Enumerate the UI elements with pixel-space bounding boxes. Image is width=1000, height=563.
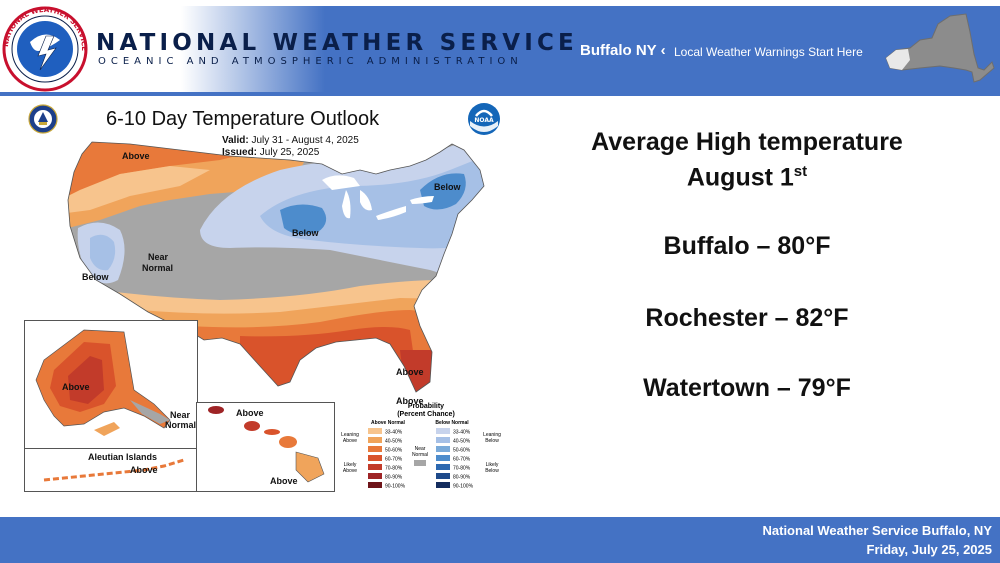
legend-leaning-above-1: Leaning [341,432,359,438]
header-top-strip [0,0,1000,6]
label-above-florida: Above [396,367,424,377]
legend-title-2: (Percent Chance) [397,411,455,418]
map-title: 6-10 Day Temperature Outlook [106,108,380,130]
valid-value: July 31 - August 4, 2025 [251,135,359,146]
legend-below-range: 80-90% [453,475,471,481]
label-below-west: Below [82,272,109,282]
issued-value: July 25, 2025 [259,147,320,158]
legend-above-swatch [368,455,382,461]
footer-office: National Weather Service Buffalo, NY [762,523,993,538]
noaa-text: NOAA [474,117,494,124]
label-above-southeast: Above [396,396,424,406]
noaa-logo: NOAA [468,103,500,135]
department-of-commerce-seal [28,104,58,134]
map-valid-dates: Valid: July 31 - August 4, 2025 [222,135,359,146]
map-issued-date: Issued: July 25, 2025 [222,147,319,158]
heading-line-1: Average High temperature [591,128,903,156]
conus-outlook-map [67,141,485,393]
legend-leaning-below-2: Below [485,438,499,444]
legend-above-range: 90-100% [385,484,406,490]
label-above-aleutian: Above [130,465,158,475]
legend-below-range: 33-40% [453,430,471,436]
label-near-normal-1: Near [148,252,169,262]
new-york-state-map [885,13,995,83]
heading-date-suffix: st [793,163,808,180]
city-buffalo: Buffalo – 80°F [663,232,831,260]
hawaii-map [208,406,325,483]
legend-title-1: Probability [408,403,444,410]
legend-below-swatch [436,428,450,434]
city-rochester: Rochester – 82°F [645,304,849,332]
heading-line-2: August 1st [587,163,907,192]
tagline: Local Weather Warnings Start Here [674,45,863,59]
legend-likely-below-1: Likely [486,462,499,468]
label-near-alaska-1: Near [170,410,191,420]
legend-above-swatch [368,464,382,470]
valid-label: Valid: [222,135,249,146]
legend-likely-above-1: Likely [344,462,357,468]
agency-title: NATIONAL WEATHER SERVICE [96,30,578,56]
city-watertown: Watertown – 79°F [643,374,851,402]
label-below-northeast: Below [434,182,461,192]
label-below-midwest: Below [292,228,319,238]
legend-above-range: 70-80% [385,466,403,472]
office-separator: ‹ [660,42,666,59]
legend-above-swatch [368,428,382,434]
legend-likely-above-2: Above [343,468,357,474]
legend-graphic: Probability (Percent Chance) Above Norma… [341,403,501,490]
legend-near-2: Normal [412,452,428,458]
legend-below-swatch [436,437,450,443]
issued-label: Issued: [222,147,258,158]
legend-above-swatch [368,482,382,488]
label-above-hawaii-2: Above [270,476,298,486]
legend-above-range: 80-90% [385,475,403,481]
legend-below-swatch [436,446,450,452]
office-label: Buffalo NY [580,42,657,59]
legend-above-swatch [368,473,382,479]
legend-above-header: Above Normal [371,420,406,426]
legend-above-range: 40-50% [385,439,403,445]
header-divider [0,92,1000,96]
legend-leaning-below-1: Leaning [483,432,501,438]
legend-below-range: 70-80% [453,466,471,472]
footer-date: Friday, July 25, 2025 [866,542,993,557]
label-near-alaska-2: Normal [165,420,197,430]
header-gradient [85,6,325,92]
legend-above-range: 60-70% [385,457,403,463]
legend-above-range: 33-40% [385,430,403,436]
legend-below-range: 60-70% [453,457,471,463]
agency-subtitle: OCEANIC AND ATMOSPHERIC ADMINISTRATION [98,56,523,67]
legend-above-range: 50-60% [385,448,403,454]
nws-logo: NATIONAL WEATHER SERVICE [2,6,88,92]
footer-bar [0,517,1000,563]
heading-date: August 1 [686,163,794,192]
office-name: Buffalo NY ‹ [580,42,666,59]
aleutian-map [43,458,185,482]
legend-below-header: Below Normal [435,420,469,426]
legend-likely-below-2: Below [485,468,499,474]
legend-above-swatch [368,437,382,443]
probability-legend: Probability (Percent Chance) Above Norma… [336,400,506,492]
legend-below-range: 90-100% [453,484,474,490]
label-aleutian-islands: Aleutian Islands [88,452,158,462]
label-above-alaska: Above [62,382,90,392]
label-near-normal-2: Normal [142,263,174,273]
legend-leaning-above-2: Above [343,438,357,444]
header-blue-band [276,6,1000,92]
legend-below-range: 50-60% [453,448,471,454]
aleutian-inset [24,448,198,492]
alaska-map [35,329,171,436]
legend-near-swatch [414,460,426,466]
label-above-northwest: Above [122,151,150,161]
legend-below-swatch [436,482,450,488]
legend-below-swatch [436,473,450,479]
legend-below-range: 40-50% [453,439,471,445]
legend-near-1: Near [415,446,426,452]
label-above-hawaii-1: Above [236,408,264,418]
legend-below-swatch [436,464,450,470]
legend-above-swatch [368,446,382,452]
legend-below-swatch [436,455,450,461]
